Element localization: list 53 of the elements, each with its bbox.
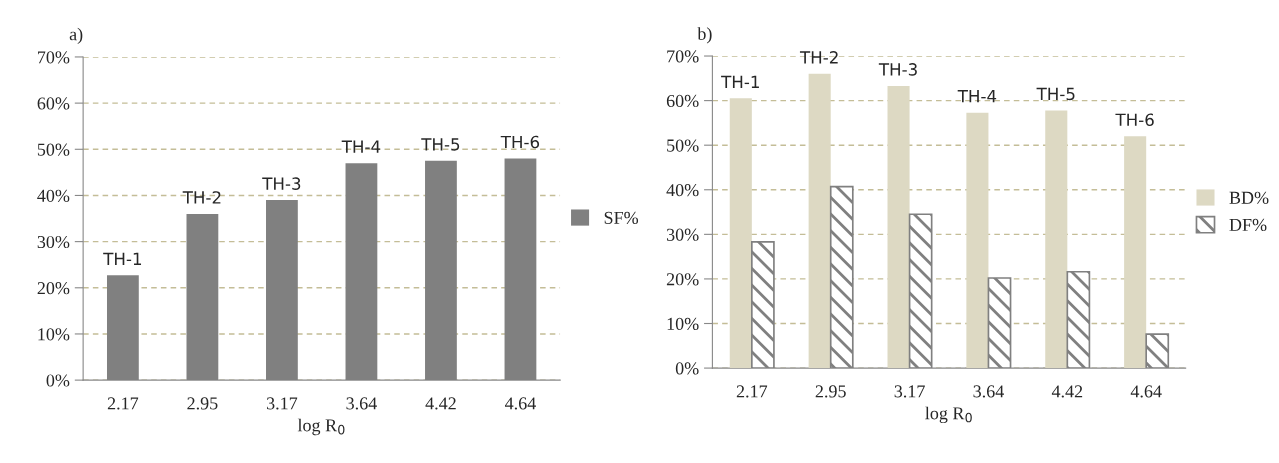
x-tick-label: 2.95 — [187, 397, 218, 410]
y-tick-label: 70% — [667, 50, 699, 63]
y-tick-label: 0% — [46, 374, 70, 387]
y-tick-label: 10% — [667, 317, 699, 331]
y-tick-label: 50% — [667, 139, 699, 152]
annotation: TH-1 — [721, 75, 759, 88]
x-tick-label: 3.64 — [346, 397, 377, 410]
annotation: TH-5 — [421, 138, 460, 151]
x-tick-label: 4.64 — [505, 397, 536, 410]
y-tick-label: 0% — [675, 362, 699, 375]
x-tick-label: 4.42 — [425, 397, 456, 410]
annotation: TH-4 — [957, 90, 997, 103]
y-tick-label: 50% — [37, 143, 70, 156]
bar — [808, 73, 831, 369]
y-tick-label: 20% — [37, 282, 70, 295]
x-tick-label: 3.17 — [894, 385, 925, 398]
annotation: TH-1 — [103, 252, 142, 265]
annotation: TH-6 — [1115, 113, 1154, 127]
bar — [1045, 110, 1068, 369]
y-tick-label: 10% — [38, 328, 70, 341]
x-tick-label: 4.64 — [1130, 385, 1162, 398]
chart-title: a) — [69, 27, 83, 45]
y-tick-label: 60% — [666, 94, 699, 108]
legend-label: DF% — [1229, 218, 1267, 232]
y-tick-label: 40% — [666, 184, 699, 197]
x-tick-label: 2.17 — [107, 397, 139, 410]
y-tick-label: 70% — [38, 51, 70, 64]
bar — [729, 98, 752, 369]
x-tick-label: 2.95 — [815, 385, 846, 398]
bar — [1124, 136, 1147, 369]
bar — [887, 85, 910, 369]
y-tick-label: 30% — [37, 235, 70, 249]
annotation: TH-3 — [878, 63, 917, 76]
y-tick-label: 20% — [666, 273, 699, 286]
chart-title: b) — [697, 27, 712, 44]
annotation: TH-4 — [341, 140, 381, 153]
x-tick-label: 3.64 — [973, 385, 1004, 398]
y-tick-label: 40% — [37, 189, 70, 202]
annotation: TH-2 — [799, 51, 838, 64]
bar — [966, 112, 989, 369]
annotation: TH-3 — [262, 177, 301, 190]
x-tick-label: 4.42 — [1051, 385, 1083, 398]
annotation: TH-5 — [1036, 87, 1075, 101]
y-tick-label: 60% — [37, 97, 70, 110]
legend-label: SF% — [604, 211, 639, 224]
y-tick-label: 30% — [666, 228, 699, 241]
x-axis-title: log R$_{0}$ — [297, 418, 345, 436]
annotation: TH-6 — [500, 135, 540, 149]
x-tick-label: 3.17 — [266, 397, 298, 410]
x-tick-label: 2.17 — [736, 385, 768, 398]
legend-label: BD% — [1229, 191, 1269, 204]
annotation: TH-2 — [182, 191, 221, 204]
x-axis-title: log R$_{0}$ — [925, 406, 972, 424]
